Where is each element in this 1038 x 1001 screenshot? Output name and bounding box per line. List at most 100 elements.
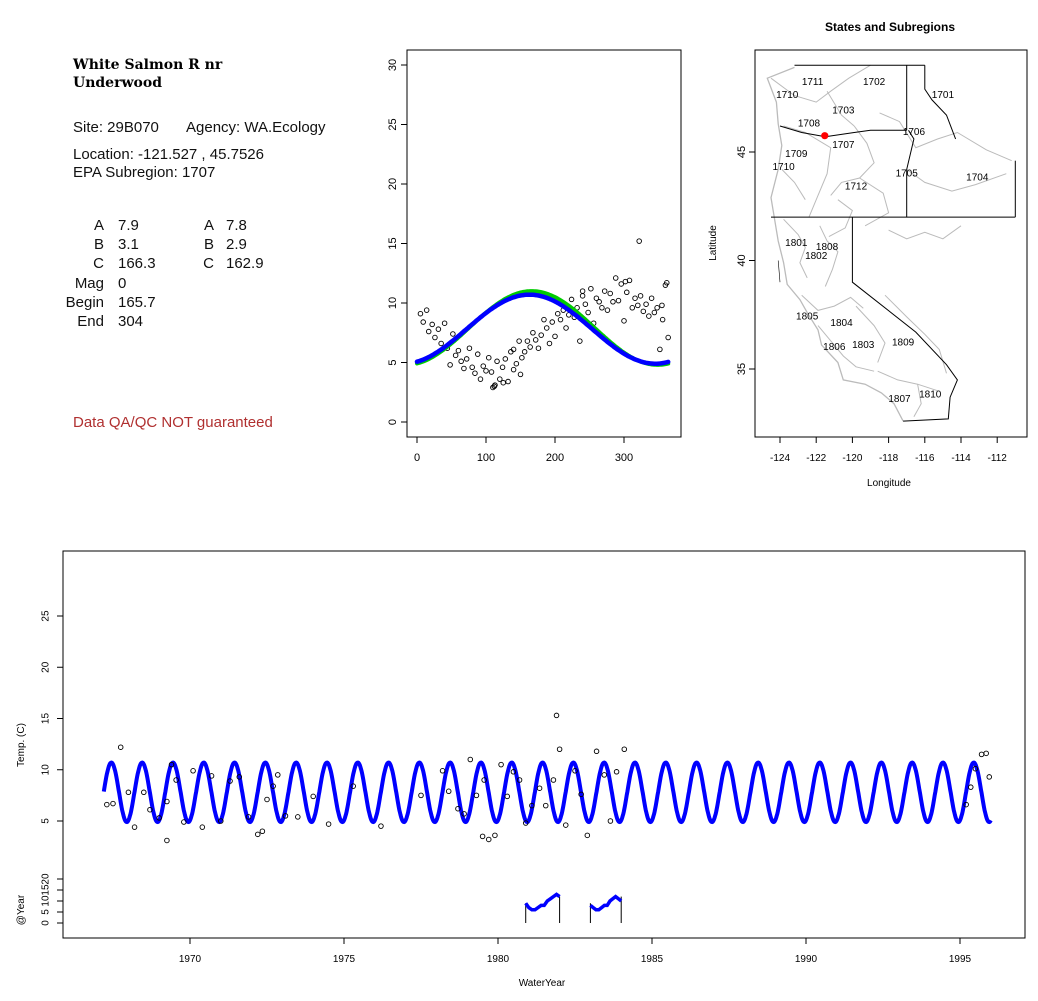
data-point <box>621 318 627 324</box>
x-tick-label: 1985 <box>641 954 664 965</box>
data-point <box>601 772 608 778</box>
data-point <box>310 793 316 800</box>
param-label: Mag <box>74 274 104 292</box>
x-tick-label: -118 <box>879 453 899 464</box>
data-point <box>432 334 438 341</box>
data-point <box>555 310 561 317</box>
data-point <box>516 338 522 344</box>
inset-y-tick-label: 0 <box>41 920 52 926</box>
subregion-boundary <box>830 125 875 196</box>
data-point <box>542 802 549 809</box>
data-point <box>259 828 266 835</box>
data-point <box>417 310 424 317</box>
y-axis-label: Temp. (C) <box>16 723 27 767</box>
data-point <box>983 750 989 757</box>
data-point <box>429 321 435 328</box>
data-point <box>497 376 503 382</box>
data-point <box>505 378 511 385</box>
data-point <box>643 301 649 307</box>
data-point <box>438 340 444 347</box>
data-point <box>466 345 473 351</box>
site-title-line2: Underwood <box>73 75 162 91</box>
region-label: 1805 <box>796 312 819 323</box>
region-label: 1802 <box>805 251 828 262</box>
region-label: 1810 <box>919 390 942 401</box>
location: Location: -121.527 , 45.7526 <box>73 146 264 163</box>
region-label: 1706 <box>903 127 926 138</box>
y-tick-label: 15 <box>41 713 52 725</box>
data-point <box>541 316 547 323</box>
data-point <box>563 822 569 828</box>
data-point <box>418 792 424 799</box>
data-point <box>529 802 535 809</box>
inset-y-tick-label: 5 <box>41 909 52 915</box>
data-point <box>469 364 475 371</box>
subregion-boundary <box>817 325 875 372</box>
x-tick-label: -114 <box>951 453 971 464</box>
data-point <box>664 280 670 286</box>
subregion-boundary <box>770 64 871 103</box>
param-label: C <box>93 255 104 273</box>
param-label: Begin <box>65 293 104 311</box>
data-point <box>164 798 170 805</box>
data-point <box>488 369 495 375</box>
data-point <box>481 777 487 783</box>
data-point <box>455 805 461 812</box>
x-axis-label: WaterYear <box>519 978 566 989</box>
site-title-line1: White Salmon R nr <box>73 57 223 73</box>
region-label: 1709 <box>785 149 808 160</box>
data-point <box>479 833 486 840</box>
region-label: 1704 <box>966 173 989 184</box>
data-point <box>181 819 187 825</box>
data-point <box>502 356 509 362</box>
data-point <box>473 792 480 799</box>
y-tick-label: 25 <box>41 610 52 622</box>
inset-y-tick-label: 15 <box>41 884 52 896</box>
x-tick-label: -120 <box>842 453 862 464</box>
data-point <box>492 382 498 388</box>
data-point <box>648 295 655 301</box>
data-point <box>463 356 470 362</box>
region-label: 1705 <box>896 168 919 179</box>
data-point <box>517 371 524 378</box>
data-point <box>510 366 517 373</box>
epa-subregion: EPA Subregion: 1707 <box>73 164 216 181</box>
param-label: C <box>203 255 214 273</box>
inset-y-axis-label: @Year <box>16 894 27 925</box>
x-tick-label: -122 <box>806 453 826 464</box>
y-tick-label: 35 <box>736 363 748 375</box>
region-label: 1803 <box>852 340 875 351</box>
data-point <box>441 320 448 326</box>
region-label: 1710 <box>776 90 799 101</box>
region-label: 1703 <box>832 105 855 116</box>
data-point <box>610 299 616 305</box>
region-label: 1808 <box>816 242 839 253</box>
data-point <box>968 784 974 790</box>
data-point <box>657 346 663 353</box>
inset-year-curve <box>589 894 623 912</box>
region-label: 1801 <box>785 238 808 249</box>
data-point <box>325 821 332 827</box>
region-label: 1804 <box>830 318 853 329</box>
data-point <box>458 358 464 365</box>
data-point <box>543 325 550 331</box>
data-point <box>579 288 586 294</box>
data-point <box>607 818 614 824</box>
data-point <box>156 815 162 821</box>
subregion-boundary <box>819 225 839 287</box>
data-point <box>536 785 543 791</box>
data-point <box>585 309 591 316</box>
data-point <box>498 761 504 768</box>
data-point <box>646 313 652 319</box>
data-point <box>521 349 528 355</box>
data-point <box>629 305 636 311</box>
subregion-boundary <box>783 218 808 279</box>
data-point <box>593 748 600 755</box>
y-tick-label: 15 <box>387 237 399 249</box>
data-point <box>270 783 276 789</box>
data-point <box>510 769 517 775</box>
subregion-boundary <box>826 90 855 127</box>
data-point <box>510 346 517 353</box>
region-label: 1711 <box>802 77 824 88</box>
agency: Agency: WA.Ecology <box>186 119 326 136</box>
